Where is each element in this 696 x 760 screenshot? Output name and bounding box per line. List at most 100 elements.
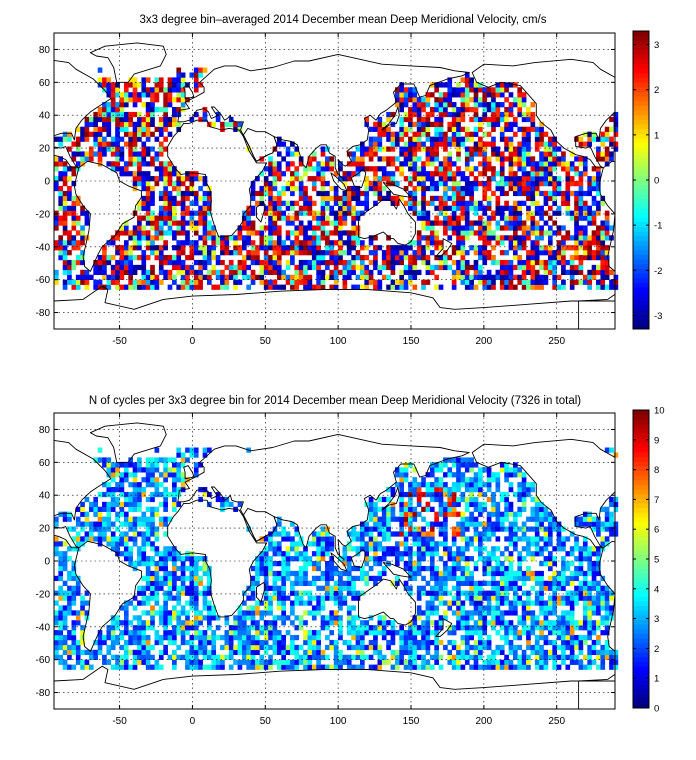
- bin-cell: [145, 205, 151, 211]
- bin-cell: [513, 600, 518, 606]
- bin-cell: [447, 565, 453, 572]
- bin-cell: [325, 654, 330, 660]
- bin-cell: [364, 551, 370, 557]
- bin-cell: [587, 605, 592, 611]
- bin-cell: [255, 610, 260, 616]
- bin-cell: [276, 166, 282, 172]
- bin-cell: [460, 590, 466, 596]
- bin-cell: [425, 185, 431, 192]
- bin-cell: [390, 136, 396, 142]
- bin-cell: [543, 600, 549, 606]
- bin-cell: [513, 654, 518, 660]
- bin-cell: [154, 575, 160, 582]
- bin-cell: [460, 654, 466, 660]
- bin-cell: [172, 664, 177, 670]
- bin-cell: [565, 230, 571, 236]
- bin-cell: [565, 639, 571, 646]
- bin-cell: [530, 284, 536, 290]
- bin-cell: [526, 644, 531, 651]
- bin-cell: [416, 185, 422, 192]
- bin-cell: [456, 107, 461, 113]
- bin-cell: [604, 605, 610, 611]
- bin-cell: [333, 279, 339, 285]
- bin-cell: [373, 146, 378, 152]
- bin-cell: [176, 77, 182, 83]
- bin-cell: [259, 235, 265, 241]
- bin-cell: [176, 284, 182, 290]
- bin-cell: [58, 590, 64, 596]
- bin-cell: [154, 77, 160, 83]
- bin-cell: [207, 590, 212, 596]
- bin-cell: [517, 176, 523, 182]
- bin-cell: [67, 250, 72, 256]
- bin-cell: [137, 220, 142, 226]
- bin-cell: [250, 220, 256, 226]
- bin-cell: [399, 92, 405, 98]
- bin-cell: [565, 551, 571, 557]
- bin-cell: [250, 595, 256, 601]
- bin-cell: [250, 590, 256, 596]
- bin-cell: [298, 185, 304, 192]
- bin-cell: [346, 625, 352, 631]
- bin-cell: [276, 590, 282, 596]
- bin-cell: [198, 274, 203, 280]
- bin-cell: [110, 654, 116, 660]
- bin-cell: [303, 245, 308, 251]
- bin-cell: [495, 565, 501, 572]
- bin-cell: [451, 126, 457, 132]
- bin-cell: [456, 181, 461, 187]
- bin-cell: [547, 225, 553, 231]
- bin-cell: [587, 136, 592, 142]
- bin-cell: [521, 610, 527, 616]
- bin-cell: [338, 664, 343, 670]
- bin-cell: [591, 131, 597, 137]
- bin-cell: [451, 664, 457, 670]
- bin-cell: [193, 610, 199, 616]
- bin-cell: [325, 625, 330, 631]
- bin-cell: [416, 215, 422, 221]
- bin-cell: [355, 590, 361, 596]
- bin-cell: [486, 116, 492, 123]
- bin-cell: [552, 575, 558, 582]
- bin-cell: [272, 250, 278, 256]
- bin-cell: [119, 644, 125, 651]
- bin-cell: [193, 87, 199, 93]
- bin-cell: [198, 284, 203, 290]
- bin-cell: [504, 116, 509, 123]
- bin-cell: [473, 210, 479, 216]
- bin-cell: [320, 250, 326, 256]
- bin-cell: [303, 185, 308, 192]
- bin-cell: [360, 644, 365, 651]
- bin-cell: [438, 171, 444, 177]
- bin-cell: [167, 190, 173, 197]
- bin-cell: [478, 264, 483, 271]
- bin-cell: [237, 250, 243, 256]
- bin-cell: [499, 259, 505, 266]
- bin-cell: [504, 565, 509, 572]
- bin-cell: [591, 610, 597, 616]
- bin-cell: [543, 264, 549, 271]
- bin-cell: [609, 649, 614, 656]
- bin-cell: [491, 649, 496, 656]
- bin-cell: [460, 600, 466, 606]
- bin-cell: [158, 580, 164, 586]
- bin-cell: [154, 250, 160, 256]
- bin-cell: [316, 259, 321, 266]
- bin-cell: [569, 269, 575, 276]
- bin-cell: [604, 220, 610, 226]
- bin-cell: [482, 195, 488, 202]
- bin-cell: [364, 176, 370, 182]
- bin-cell: [67, 590, 72, 596]
- bin-cell: [54, 245, 59, 251]
- bin-cell: [338, 575, 343, 582]
- bin-cell: [539, 126, 544, 132]
- bin-cell: [132, 664, 138, 670]
- bin-cell: [456, 580, 461, 586]
- bin-cell: [303, 630, 308, 636]
- bin-cell: [255, 190, 260, 197]
- bin-cell: [460, 551, 466, 557]
- bin-cell: [421, 664, 426, 670]
- bin-cell: [176, 630, 182, 636]
- bin-cell: [591, 580, 597, 586]
- bin-cell: [443, 166, 448, 172]
